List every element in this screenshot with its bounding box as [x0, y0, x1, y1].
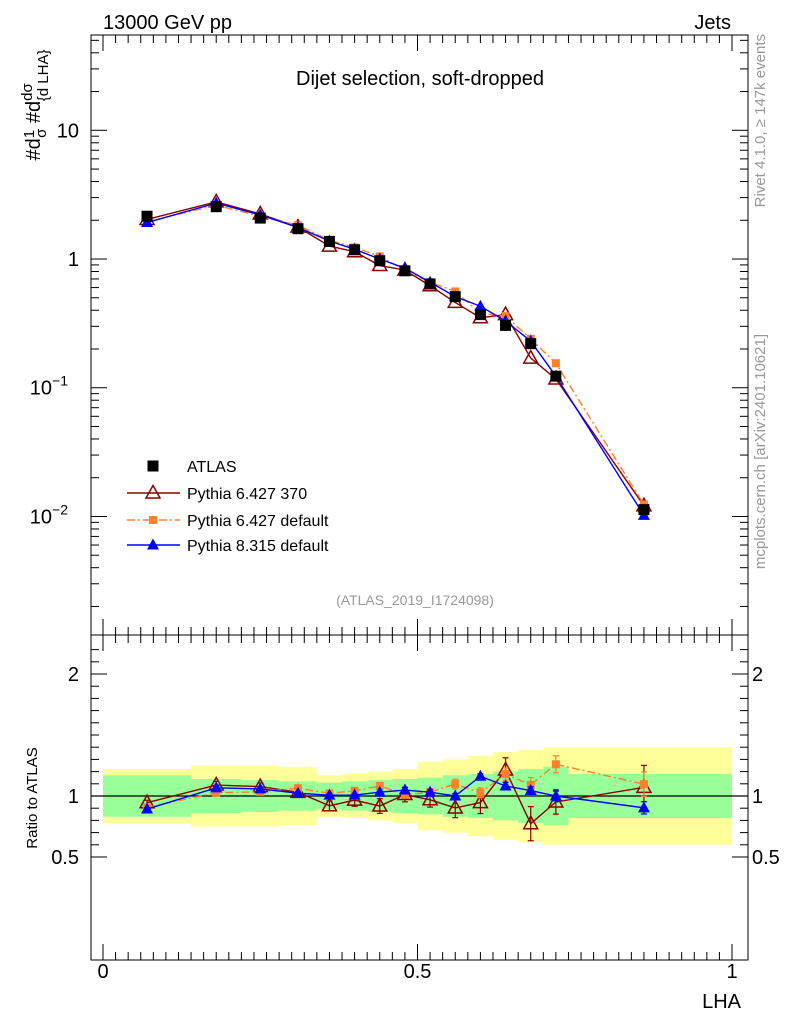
series-0-point — [323, 235, 335, 247]
series-0-point — [141, 210, 153, 222]
legend-label-1: Pythia 6.427 370 — [187, 486, 307, 503]
legend-marker-1 — [144, 483, 162, 499]
ratio-3-point — [637, 801, 650, 813]
series-0-point — [210, 201, 222, 213]
series-3-point — [474, 299, 487, 311]
legend-label-0: ATLAS — [187, 459, 237, 476]
ratio-y-tick-label: 0.5 — [752, 847, 780, 869]
main-y-tick-label: 10 — [57, 120, 79, 142]
y-axis-label-main: #d1σ #ddσ{d LHA} — [19, 50, 52, 161]
ratio-1-point — [321, 796, 338, 812]
series-0-point — [292, 223, 304, 235]
legend-label-3: Pythia 8.315 default — [187, 538, 329, 555]
series-0-point — [474, 309, 486, 321]
x-axis-ticks: 0 0.5 1 — [97, 35, 738, 983]
ratio-y-tick-label: 1 — [68, 786, 79, 808]
ratio-2-point — [451, 780, 460, 789]
ratio-frame — [90, 634, 749, 961]
series-0-point — [374, 255, 386, 267]
series-1-point — [522, 349, 539, 364]
ratio-3-point — [323, 788, 336, 800]
ratio-y-ticks: 2 2 1 1 0.5 0.5 — [51, 649, 780, 869]
y-axis-label-main-text: #d1σ #ddσ{d LHA} — [19, 50, 52, 161]
ratio-2-point — [501, 770, 510, 779]
legend-marker-3 — [147, 538, 159, 550]
ratio-3-point — [210, 781, 223, 793]
ratio-3-point — [398, 783, 411, 795]
series-0-point — [254, 212, 266, 224]
x-axis-label: LHA — [702, 991, 742, 1013]
main-series — [138, 192, 653, 520]
main-y-tick-label: 10−1 — [30, 373, 68, 400]
ratio-3-point — [373, 785, 386, 797]
series-0-point — [500, 319, 512, 331]
series-0-point — [525, 338, 537, 350]
x-tick-label: 1 — [726, 961, 737, 983]
ratio-y-tick-label: 2 — [68, 664, 79, 686]
ratio-3-point — [524, 784, 537, 796]
ratio-1-point — [522, 814, 539, 830]
ratio-1-point — [421, 790, 439, 806]
mcplots-reference-label: mcplots.cern.ch [arXiv:2401.10621] — [752, 334, 769, 569]
header-energy-label: 13000 GeV pp — [103, 12, 232, 34]
series-2-point — [551, 359, 560, 368]
legend-label-2: Pythia 6.427 default — [187, 513, 329, 530]
ratio-2-point — [212, 788, 221, 797]
ratio-y-tick-label: 0.5 — [51, 847, 79, 869]
x-tick-label: 0 — [97, 961, 108, 983]
series-0-point — [449, 291, 461, 303]
series-0-point — [638, 504, 650, 516]
ratio-3-point — [549, 789, 562, 801]
ratio-3-point — [348, 788, 361, 800]
ratio-3-point — [254, 782, 267, 794]
ratio-2-point — [476, 788, 485, 797]
ratio-1-point — [472, 793, 489, 809]
series-0-point — [550, 370, 562, 382]
ratio-3-point — [291, 786, 304, 798]
ratio-2-point — [639, 780, 648, 789]
ratio-1-point — [547, 792, 565, 808]
ratio-y-tick-label: 2 — [752, 664, 763, 686]
legend-marker-0 — [147, 460, 159, 472]
ratio-3-point — [474, 769, 487, 781]
legend-marker-2 — [149, 516, 157, 524]
ratio-3-point — [141, 802, 154, 814]
series-0-point — [399, 265, 411, 277]
main-panel: Dijet selection, soft-dropped (ATLAS_201… — [30, 34, 749, 636]
ratio-2-point — [400, 790, 409, 799]
ratio-1-point — [446, 798, 464, 814]
main-y-tick-label: 10−2 — [30, 501, 68, 528]
ratio-y-tick-label: 1 — [752, 786, 763, 808]
series-0-point — [424, 278, 436, 290]
ratio-series — [138, 755, 653, 842]
ratio-3-point — [499, 779, 512, 791]
watermark: (ATLAS_2019_I1724098) — [336, 592, 494, 608]
main-y-tick-label: 1 — [68, 249, 79, 271]
ratio-3-point — [424, 785, 437, 797]
ratio-3-point — [449, 789, 462, 801]
rivet-version-label: Rivet 4.1.0, ≥ 147k events — [752, 34, 769, 207]
chart-title: Dijet selection, soft-dropped — [296, 68, 544, 90]
header-jets-label: Jets — [694, 12, 731, 34]
series-0-point — [349, 244, 361, 256]
ratio-panel: 2 2 1 1 0.5 0.5 — [51, 634, 780, 961]
ratio-1-point — [371, 796, 389, 812]
legend: ATLAS Pythia 6.427 370 Pythia 6.427 defaul… — [127, 459, 329, 555]
x-tick-label: 0.5 — [404, 961, 432, 983]
ratio-2-point — [551, 760, 560, 769]
main-y-ticks: 10 1 10−1 10−2 — [30, 39, 748, 607]
y-axis-label-ratio: Ratio to ATLAS — [24, 747, 41, 848]
